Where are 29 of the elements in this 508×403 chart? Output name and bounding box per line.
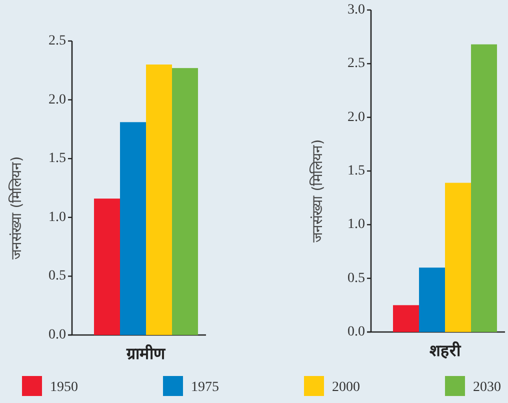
bar bbox=[445, 182, 471, 332]
legend-label: 1975 bbox=[191, 380, 219, 395]
y-tick-label: 2.5 bbox=[348, 56, 365, 72]
y-tick-label: 1.5 bbox=[48, 151, 66, 166]
y-tick-label: 2.0 bbox=[348, 110, 365, 125]
bar bbox=[419, 268, 445, 332]
y-axis-title: जनसंख्या (मिलियन) bbox=[309, 139, 326, 243]
x-tick-label: ग्रामीण bbox=[126, 344, 166, 363]
y-tick-label: 1.5 bbox=[348, 164, 365, 178]
bar bbox=[471, 44, 497, 332]
y-tick-label: 0.5 bbox=[48, 268, 66, 284]
bar bbox=[120, 122, 146, 335]
y-tick-label: 0.0 bbox=[348, 324, 365, 340]
y-tick-label: 0.5 bbox=[348, 270, 365, 286]
bar bbox=[172, 68, 198, 335]
legend-label: 1950 bbox=[50, 380, 78, 395]
y-tick-label: 0.0 bbox=[48, 328, 66, 342]
bar bbox=[393, 305, 419, 332]
bar bbox=[94, 198, 120, 335]
x-tick-label: शहरी bbox=[430, 341, 462, 360]
y-tick-label: 1.0 bbox=[348, 217, 365, 232]
bar bbox=[146, 64, 172, 335]
y-tick-label: 3.0 bbox=[348, 2, 365, 18]
legend-label: 2000 bbox=[332, 380, 360, 395]
y-tick-label: 2.5 bbox=[48, 34, 66, 48]
y-tick-label: 2.0 bbox=[48, 92, 66, 108]
y-axis-title: जनसंख्या (मिलियन) bbox=[8, 156, 25, 260]
y-tick-label: 1.0 bbox=[48, 210, 66, 225]
legend-label: 2030 bbox=[473, 380, 501, 395]
